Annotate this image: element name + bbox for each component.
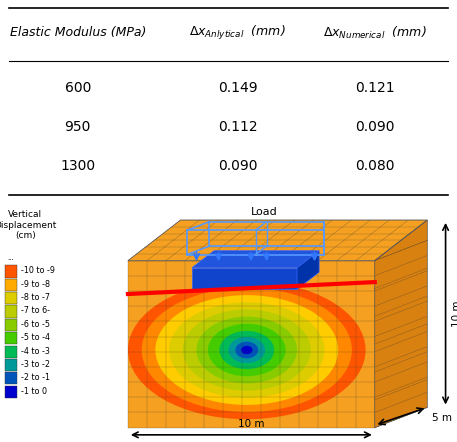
Bar [5,279,17,291]
Text: 5 m: 5 m [432,412,452,423]
Text: 0.090: 0.090 [355,120,394,134]
Text: 0.121: 0.121 [355,81,394,95]
Ellipse shape [208,324,286,376]
Polygon shape [297,251,319,289]
Ellipse shape [155,295,338,405]
Ellipse shape [169,302,324,398]
Polygon shape [128,261,375,428]
Text: Elastic Modulus (MPa): Elastic Modulus (MPa) [10,26,146,39]
Ellipse shape [197,316,297,383]
Text: -8 to -7: -8 to -7 [21,293,50,302]
Bar [5,386,17,398]
Text: -3 to -2: -3 to -2 [21,360,50,369]
Bar [5,332,17,344]
Text: -4 to -3: -4 to -3 [21,347,50,355]
Polygon shape [192,268,297,289]
Ellipse shape [142,288,352,412]
Polygon shape [192,251,319,268]
Text: Vertical
Displacement
(cm): Vertical Displacement (cm) [0,210,56,240]
Text: 0.112: 0.112 [218,120,257,134]
Text: -2 to -1: -2 to -1 [21,373,50,382]
Text: 10 m: 10 m [452,301,457,327]
Text: 0.090: 0.090 [218,159,257,173]
Text: -7 to 6-: -7 to 6- [21,306,50,316]
Text: 10 m: 10 m [238,419,265,429]
Polygon shape [128,220,427,261]
Ellipse shape [183,309,311,391]
Text: ...: ... [7,255,14,261]
Polygon shape [375,220,427,428]
Bar [5,319,17,331]
Text: -1 to 0: -1 to 0 [21,387,47,396]
Text: -5 to -4: -5 to -4 [21,333,50,342]
Text: Load: Load [251,207,278,217]
Bar [5,265,17,278]
Bar [5,346,17,358]
Bar [5,372,17,385]
Text: 950: 950 [64,120,91,134]
Text: -10 to -9: -10 to -9 [21,267,55,275]
Text: 1300: 1300 [60,159,95,173]
Ellipse shape [219,331,274,369]
Ellipse shape [241,346,253,354]
Ellipse shape [228,337,265,363]
Text: 600: 600 [64,81,91,95]
Ellipse shape [128,281,366,419]
Text: 0.149: 0.149 [218,81,257,95]
Bar [5,292,17,304]
Ellipse shape [235,342,258,358]
Bar [5,305,17,318]
Text: 0.080: 0.080 [355,159,394,173]
Bar [5,359,17,371]
Text: -6 to -5: -6 to -5 [21,320,50,329]
Text: $\Delta x_{Numerical}$  (mm): $\Delta x_{Numerical}$ (mm) [323,24,426,41]
Text: $\Delta x_{Anlytical}$  (mm): $\Delta x_{Anlytical}$ (mm) [189,23,286,42]
Text: -9 to -8: -9 to -8 [21,280,50,289]
